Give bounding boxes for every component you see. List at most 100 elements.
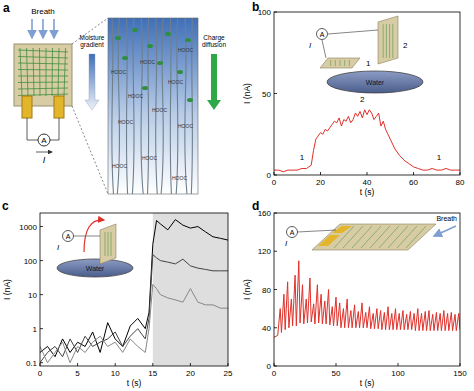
mesh (349, 60, 350, 66)
mesh (406, 226, 426, 248)
device (312, 224, 436, 250)
y-tick (274, 213, 277, 214)
x-tick (115, 363, 116, 366)
ammeter (317, 29, 328, 40)
plot-frame (40, 213, 228, 366)
device-position-2 (378, 16, 398, 64)
y-tick-label: 160 (258, 209, 272, 218)
device (100, 224, 116, 264)
x-tick-label: 5 (75, 369, 80, 378)
ammeter (287, 227, 298, 238)
moisture-label: gradient (80, 41, 104, 49)
mesh (18, 82, 68, 84)
x-tick (228, 363, 229, 366)
zoom-panel (108, 18, 198, 194)
device-position-1 (320, 58, 360, 68)
plot-frame (274, 12, 460, 175)
mesh (352, 226, 372, 248)
plot-area (274, 261, 460, 338)
mesh (18, 94, 68, 96)
x-axis-label: t (s) (127, 378, 142, 388)
x-tick-label: 40 (363, 178, 372, 187)
charge-arrow (207, 54, 221, 110)
fiber-label: HOOC (142, 155, 157, 161)
water-label: Water (86, 265, 105, 272)
water-droplet (132, 28, 138, 32)
x-tick (460, 172, 461, 175)
fiber-label: HOOC (178, 123, 193, 129)
electrode (22, 96, 32, 118)
fiber-label: HOOC (178, 47, 193, 53)
y-tick-label: 10 (28, 291, 37, 300)
electrode (318, 235, 340, 246)
x-tick-label: 0 (38, 369, 43, 378)
mesh (111, 232, 112, 256)
fiber (161, 18, 163, 194)
current-label: I (43, 155, 46, 165)
mesh (392, 24, 393, 58)
y-axis-label: I (nA) (242, 83, 252, 104)
water-dish (327, 71, 423, 93)
x-tick-label: 20 (316, 178, 325, 187)
y-tick (274, 251, 277, 252)
x-tick-label: 80 (456, 178, 465, 187)
mesh (340, 60, 341, 66)
mesh (108, 232, 109, 256)
series-line (40, 284, 228, 362)
x-axis-label: t (s) (360, 187, 375, 197)
ammeter-label: A (66, 233, 71, 240)
y-tick-label: 80 (262, 286, 271, 295)
water-droplet (115, 36, 121, 40)
y-tick (274, 93, 277, 94)
mesh (18, 57, 68, 59)
water-droplet (177, 70, 183, 74)
breath-arrow (31, 19, 33, 38)
fiber-label: HOOC (128, 93, 143, 99)
fiber-label: HOOC (118, 119, 133, 125)
plot-area (40, 213, 228, 366)
series-line (274, 110, 460, 172)
y-tick-label: 0.1 (26, 359, 38, 368)
x-tick-label: 20 (186, 369, 195, 378)
mesh (370, 226, 390, 248)
x-tick (152, 363, 153, 366)
ammeter-label: A (290, 229, 295, 236)
y-tick-label: 1000 (19, 223, 37, 232)
panel-a: aBreathAIHOOCHOOCHOOCHOOCHOOCHOOCHOOCHOO… (3, 1, 226, 194)
breath-arrow (42, 19, 44, 38)
x-tick-label: 60 (409, 178, 418, 187)
fiber (141, 18, 143, 194)
plot-frame (274, 213, 460, 366)
panel-label: c (2, 199, 9, 213)
electrode (54, 96, 64, 118)
ammeter-label: A (41, 136, 47, 145)
fiber-label: HOOC (140, 59, 155, 65)
mesh (58, 48, 59, 96)
inset-c: Water AI (57, 220, 133, 277)
fiber-label: HOOC (152, 107, 167, 113)
current-arrow (36, 152, 52, 153)
x-tick-label: 150 (453, 369, 467, 378)
curve-annotation: 1 (300, 153, 305, 162)
chart-b: b050100020406080t (s)I (nA)121WaterAI12 (242, 0, 465, 197)
x-tick (320, 172, 321, 175)
water-droplet (187, 98, 193, 102)
y-tick (40, 362, 43, 363)
charge-label: diffusion (202, 41, 226, 48)
x-tick-label: 100 (391, 369, 405, 378)
zoom-line (72, 106, 108, 194)
water-droplet (122, 56, 128, 60)
x-tick (367, 172, 368, 175)
fiber-label: HOOC (172, 175, 187, 181)
y-tick-label: 100 (258, 8, 272, 17)
fiber-label: HOOC (168, 79, 183, 85)
position-label: 2 (403, 41, 408, 50)
mesh (379, 226, 399, 248)
mesh (397, 226, 417, 248)
mesh (18, 69, 68, 71)
mesh (386, 24, 387, 58)
move-arrow (84, 220, 104, 252)
y-tick-label: 120 (258, 247, 272, 256)
fiber (170, 18, 171, 194)
current-label: I (57, 243, 60, 252)
